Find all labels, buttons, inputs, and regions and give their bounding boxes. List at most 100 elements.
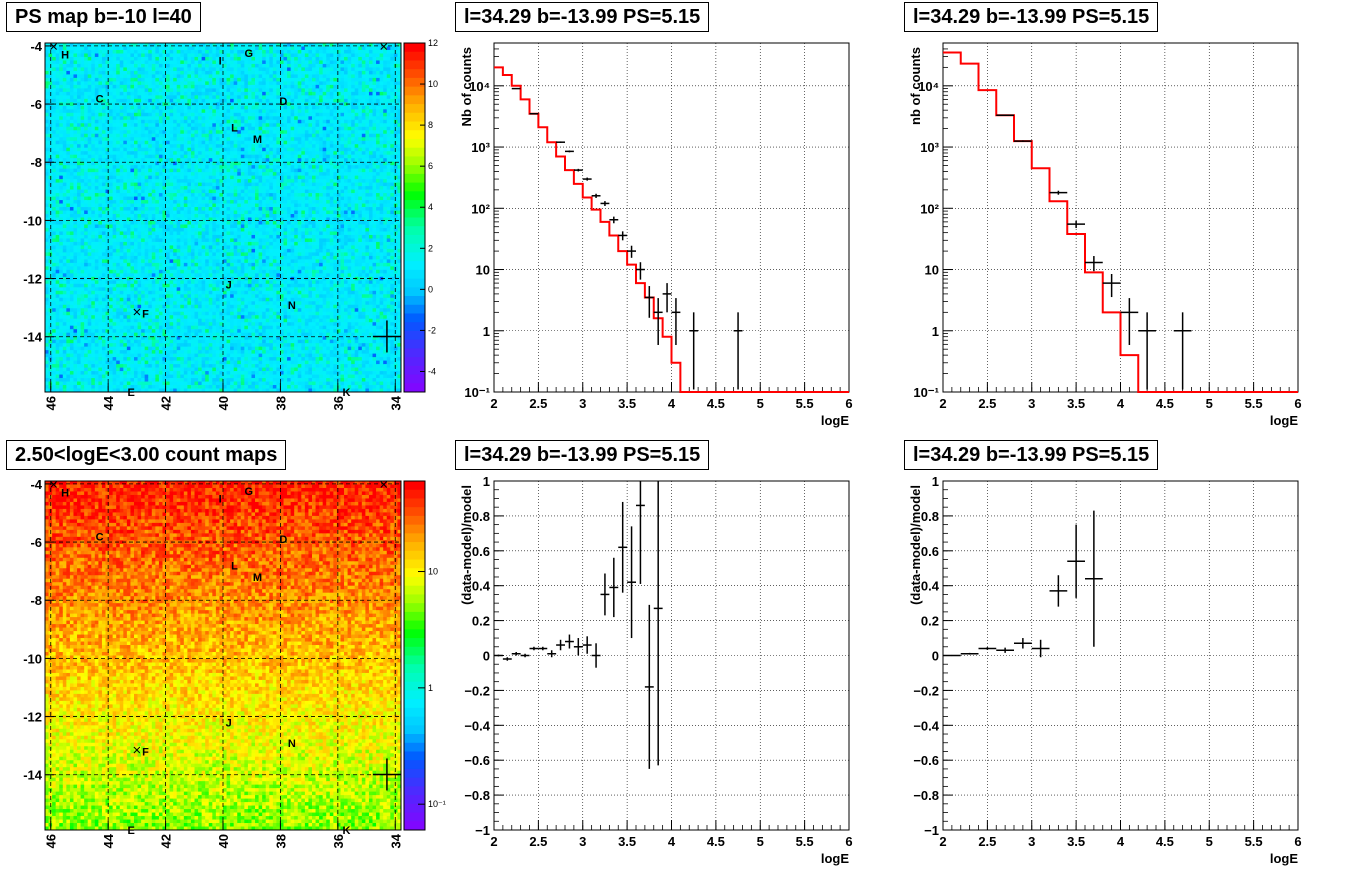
heatmap-cell: [123, 269, 128, 274]
heatmap-cell: [201, 84, 206, 89]
heatmap-cell: [148, 385, 153, 389]
heatmap-cell: [190, 374, 195, 379]
heatmap-cell: [116, 186, 121, 190]
heatmap-cell: [219, 378, 224, 382]
heatmap-cell: [73, 203, 78, 208]
heatmap-cell: [137, 220, 142, 225]
heatmap-cell: [59, 304, 64, 309]
heatmap-cell: [119, 294, 124, 299]
heatmap-cell: [84, 147, 89, 152]
heatmap-cell: [201, 175, 206, 180]
heatmap-cell: [52, 287, 57, 292]
heatmap-cell: [66, 137, 71, 142]
heatmap-cell: [169, 346, 174, 351]
heatmap-cell: [208, 151, 213, 156]
heatmap-cell: [73, 200, 78, 204]
heatmap-cell: [198, 133, 203, 138]
heatmap-cell: [187, 217, 192, 222]
heatmap-cell: [194, 287, 199, 292]
heatmap-cell: [141, 105, 146, 110]
heatmap-cell: [190, 126, 195, 131]
heatmap-cell: [109, 269, 114, 274]
heatmap-cell: [62, 234, 67, 239]
heatmap-cell: [151, 60, 156, 65]
heatmap-cell: [162, 248, 167, 253]
heatmap-cell: [73, 336, 78, 341]
heatmap-cell: [215, 297, 220, 302]
heatmap-cell: [187, 227, 192, 232]
heatmap-cell: [62, 105, 67, 110]
heatmap-cell: [173, 74, 178, 79]
heatmap-cell: [109, 119, 114, 124]
heatmap-cell: [109, 67, 114, 72]
heatmap-cell: [116, 109, 121, 114]
heatmap-cell: [45, 346, 49, 351]
heatmap-cell: [126, 130, 131, 135]
heatmap-cell: [137, 67, 142, 72]
heatmap-cell: [52, 224, 57, 229]
heatmap-cell: [109, 336, 114, 341]
heatmap-cell: [109, 151, 114, 156]
heatmap-cell: [55, 105, 60, 110]
heatmap-cell: [109, 43, 114, 47]
heatmap-cell: [144, 283, 149, 288]
heatmap-cell: [123, 224, 128, 229]
heatmap-cell: [208, 60, 213, 65]
heatmap-cell: [73, 287, 78, 292]
heatmap-cell: [59, 207, 64, 211]
heatmap-cell: [73, 290, 78, 295]
heatmap-cell: [162, 196, 167, 201]
heatmap-cell: [59, 318, 64, 323]
heatmap-cell: [194, 385, 199, 389]
heatmap-cell: [105, 56, 110, 61]
heatmap-cell: [48, 137, 53, 142]
heatmap-cell: [109, 350, 114, 355]
heatmap-cell: [52, 374, 57, 379]
heatmap-cell: [134, 245, 138, 250]
heatmap-cell: [162, 84, 167, 89]
heatmap-cell: [73, 144, 78, 149]
heatmap-cell: [215, 339, 220, 344]
heatmap-cell: [80, 238, 85, 243]
heatmap-cell: [134, 137, 138, 142]
heatmap-cell: [205, 81, 210, 86]
heatmap-cell: [205, 207, 210, 211]
heatmap-cell: [73, 315, 78, 320]
heatmap-cell: [45, 378, 49, 382]
heatmap-cell: [141, 360, 146, 365]
heatmap-cell: [66, 105, 71, 110]
heatmap-cell: [187, 252, 192, 257]
heatmap-cell: [59, 133, 64, 138]
heatmap-cell: [166, 301, 170, 306]
heatmap-cell: [137, 193, 142, 197]
heatmap-cell: [137, 182, 142, 187]
heatmap-cell: [101, 318, 106, 323]
heatmap-cell: [205, 252, 210, 257]
heatmap-cell: [112, 322, 117, 327]
heatmap-cell: [208, 217, 213, 222]
heatmap-cell: [219, 339, 224, 344]
heatmap-cell: [130, 301, 135, 306]
heatmap-cell: [166, 378, 170, 382]
heatmap-cell: [155, 161, 160, 166]
heatmap-cell: [144, 119, 149, 124]
heatmap-cell: [201, 318, 206, 323]
heatmap-cell: [109, 266, 114, 271]
heatmap-cell: [98, 241, 103, 246]
heatmap-cell: [91, 357, 96, 361]
heatmap-cell: [119, 147, 124, 152]
heatmap-cell: [162, 214, 167, 218]
heatmap-cell: [219, 53, 224, 58]
heatmap-cell: [130, 105, 135, 110]
heatmap-cell: [151, 67, 156, 72]
heatmap-cell: [190, 109, 195, 114]
heatmap-cell: [134, 287, 138, 292]
heatmap-cell: [62, 151, 67, 156]
heatmap-cell: [52, 336, 57, 341]
heatmap-cell: [190, 116, 195, 121]
heatmap-cell: [215, 91, 220, 96]
heatmap-cell: [55, 133, 60, 138]
heatmap-cell: [158, 63, 163, 68]
heatmap-cell: [84, 63, 89, 68]
heatmap-cell: [52, 84, 57, 89]
